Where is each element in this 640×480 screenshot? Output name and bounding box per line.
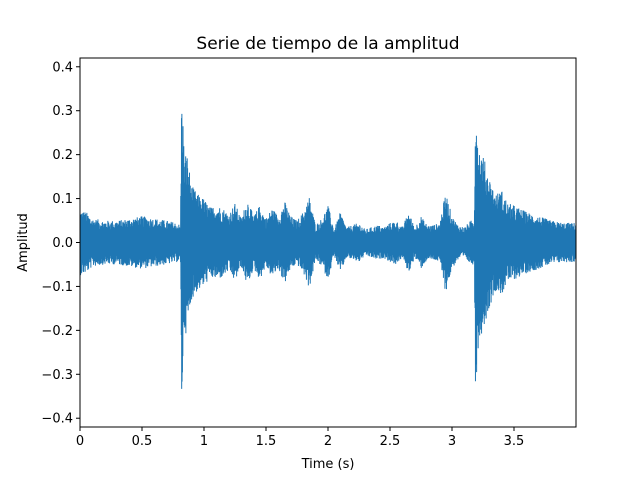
y-tick-label: 0.0 xyxy=(52,236,73,251)
y-tick-label: 0.4 xyxy=(52,60,73,75)
x-tick-label: 1 xyxy=(200,434,208,449)
x-tick-label: 2 xyxy=(324,434,332,449)
chart-title: Serie de tiempo de la amplitud xyxy=(196,34,459,54)
waveform-series xyxy=(79,113,577,389)
y-tick-label: 0.3 xyxy=(52,104,73,119)
y-tick-label: 0.1 xyxy=(52,192,73,207)
x-tick-label: 3 xyxy=(448,434,456,449)
x-tick-label: 2.5 xyxy=(380,434,401,449)
y-tick-label: 0.2 xyxy=(52,148,73,163)
x-tick-label: 1.5 xyxy=(256,434,277,449)
y-tick-label: −0.2 xyxy=(41,324,73,339)
y-tick-label: −0.4 xyxy=(41,412,73,427)
x-tick-label: 3.5 xyxy=(504,434,525,449)
y-axis: −0.4 −0.3 −0.2 −0.1 0.0 0.1 0.2 0.3 0.4 xyxy=(41,60,80,427)
y-tick-label: −0.3 xyxy=(41,368,73,383)
x-axis-label: Time (s) xyxy=(301,457,355,472)
x-tick-label: 0.5 xyxy=(132,434,153,449)
x-tick-label: 0 xyxy=(76,434,84,449)
y-tick-label: −0.1 xyxy=(41,280,73,295)
y-axis-label: Amplitud xyxy=(16,213,31,272)
waveform-line xyxy=(79,113,577,389)
x-axis: 0 0.5 1 1.5 2 2.5 3 3.5 xyxy=(76,427,524,449)
